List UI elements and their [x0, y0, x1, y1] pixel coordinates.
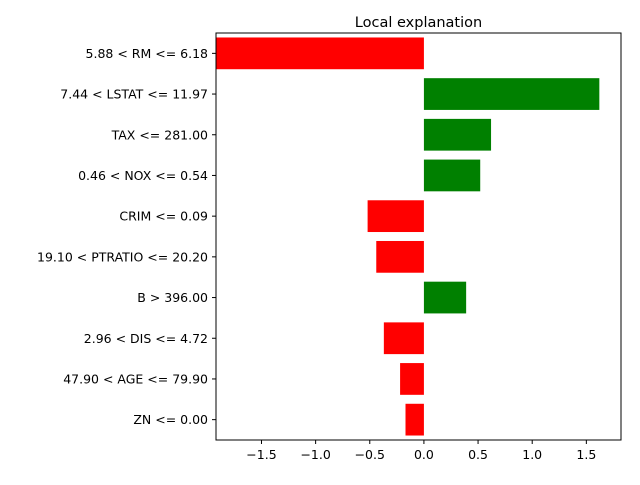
- y-tick-label-6: B > 396.00: [137, 290, 208, 305]
- y-tick-labels: 5.88 < RM <= 6.18 7.44 < LSTAT <= 11.97 TA…: [37, 46, 216, 427]
- x-tick-label-3: 0.0: [414, 447, 434, 462]
- bar-6: [423, 281, 467, 314]
- x-tick-label-2: −0.5: [355, 447, 385, 462]
- x-tick-label-4: 0.5: [468, 447, 488, 462]
- bar-5: [376, 240, 424, 273]
- y-tick-label-0: 5.88 < RM <= 6.18: [86, 46, 208, 61]
- bar-1: [423, 78, 600, 110]
- y-tick-label-3: 0.46 < NOX <= 0.54: [78, 168, 208, 183]
- bar-8: [400, 363, 424, 395]
- bar-9: [405, 403, 424, 436]
- y-tick-label-5: 19.10 < PTRATIO <= 20.20: [37, 249, 208, 264]
- x-tick-label-0: −1.5: [246, 447, 276, 462]
- bar-2: [423, 118, 492, 151]
- chart-title: Local explanation: [355, 15, 482, 31]
- y-tick-label-9: ZN <= 0.00: [133, 412, 208, 427]
- x-tick-label-6: 1.5: [576, 447, 596, 462]
- x-ticks: −1.5 −1.0 −0.5 0.0 0.5 1.0 1.5: [246, 440, 596, 462]
- y-tick-label-7: 2.96 < DIS <= 4.72: [84, 331, 208, 346]
- y-tick-label-2: TAX <= 281.00: [111, 127, 208, 142]
- y-tick-label-4: CRIM <= 0.09: [119, 209, 208, 224]
- x-tick-label-1: −1.0: [300, 447, 330, 462]
- bar-0: [216, 37, 424, 70]
- y-tick-label-1: 7.44 < LSTAT <= 11.97: [60, 87, 208, 102]
- axes-frame: [215, 32, 622, 441]
- x-tick-label-5: 1.0: [522, 447, 542, 462]
- bar-7: [383, 322, 424, 355]
- bars-layer: [216, 37, 600, 436]
- y-tick-label-8: 47.90 < AGE <= 79.90: [63, 371, 208, 386]
- bar-4: [367, 200, 424, 233]
- bar-3: [423, 159, 481, 192]
